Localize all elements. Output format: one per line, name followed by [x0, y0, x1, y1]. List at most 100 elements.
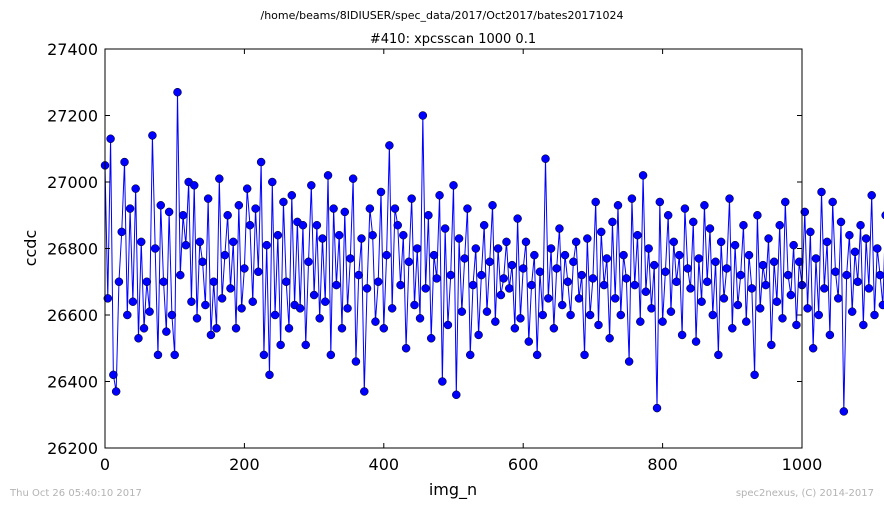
data-point [775, 220, 784, 230]
data-point [231, 324, 241, 333]
data-point [145, 307, 154, 316]
x-axis-label: img_n [429, 480, 477, 500]
data-point [332, 280, 341, 290]
data-point [482, 307, 492, 316]
data-point [399, 230, 408, 240]
data-point [730, 240, 740, 250]
data-point [410, 300, 419, 310]
data-point [413, 244, 422, 253]
data-point [123, 310, 132, 320]
data-point [535, 267, 545, 277]
data-point [719, 294, 729, 303]
data-point [602, 254, 612, 263]
data-point [471, 244, 481, 253]
data-point [778, 314, 787, 323]
data-point [189, 181, 199, 190]
data-point [794, 257, 804, 267]
data-point [379, 324, 389, 333]
data-point [136, 237, 146, 247]
data-point [850, 247, 860, 257]
data-point [864, 284, 874, 293]
data-point [680, 204, 690, 213]
data-point [569, 257, 578, 267]
data-point [513, 214, 522, 223]
data-point [714, 350, 723, 360]
data-point [677, 330, 687, 340]
data-point [368, 230, 377, 240]
data-point [245, 220, 255, 230]
data-point [106, 134, 115, 144]
data-point [516, 314, 525, 323]
data-point [348, 174, 358, 183]
data-point [109, 370, 118, 380]
data-point [861, 234, 871, 243]
data-point [164, 207, 174, 217]
series-line [104, 92, 884, 412]
data-point [192, 314, 202, 323]
data-point [806, 227, 815, 237]
data-point [351, 357, 361, 366]
data-point [767, 340, 776, 350]
data-point [867, 191, 876, 200]
data-point [675, 250, 684, 260]
data-point [440, 224, 450, 233]
data-point [376, 187, 386, 197]
data-point [571, 237, 581, 247]
x-tick-label: 1000 [782, 455, 823, 474]
data-point [669, 237, 678, 247]
data-point [284, 324, 294, 333]
data-point [594, 320, 603, 330]
data-point [393, 220, 402, 230]
data-point [580, 350, 589, 360]
data-point [242, 184, 252, 193]
data-point [636, 317, 645, 326]
data-point [502, 237, 511, 247]
data-point [418, 111, 428, 120]
y-tick-label: 27200 [47, 107, 98, 126]
data-point [488, 201, 497, 210]
data-point [555, 224, 564, 233]
data-point [663, 211, 673, 220]
data-point [769, 257, 779, 267]
data-point [530, 250, 539, 260]
data-point [446, 270, 455, 280]
data-point [279, 197, 288, 207]
chart-title: #410: xpcsscan 1000 0.1 [370, 32, 536, 47]
data-point [150, 244, 160, 253]
data-point [415, 314, 425, 323]
data-point [622, 274, 631, 283]
data-point [499, 274, 508, 283]
data-point [750, 370, 759, 380]
data-point [396, 280, 405, 290]
data-point [287, 191, 297, 200]
data-point [114, 277, 124, 286]
data-point [507, 260, 517, 270]
data-point [337, 324, 347, 333]
data-point [256, 157, 266, 167]
data-point [814, 310, 823, 320]
data-point [700, 201, 709, 210]
data-point [741, 317, 751, 326]
data-point [694, 254, 704, 263]
data-point [262, 240, 271, 250]
data-point [591, 197, 600, 207]
data-point [173, 87, 182, 97]
x-tick-label: 600 [508, 455, 539, 474]
data-point [460, 254, 469, 263]
data-point [209, 277, 218, 286]
data-point [563, 277, 573, 286]
data-point [373, 277, 383, 286]
data-point [426, 334, 436, 343]
data-point [820, 284, 829, 293]
data-point [847, 307, 857, 316]
data-point [853, 277, 863, 286]
data-point [125, 204, 135, 213]
data-point [212, 324, 221, 333]
data-point [521, 237, 531, 247]
data-point [878, 300, 884, 310]
data-point [624, 357, 634, 366]
data-point [156, 201, 166, 210]
series-layer [100, 87, 884, 416]
y-tick-label: 26400 [47, 373, 98, 392]
data-point [273, 230, 283, 240]
